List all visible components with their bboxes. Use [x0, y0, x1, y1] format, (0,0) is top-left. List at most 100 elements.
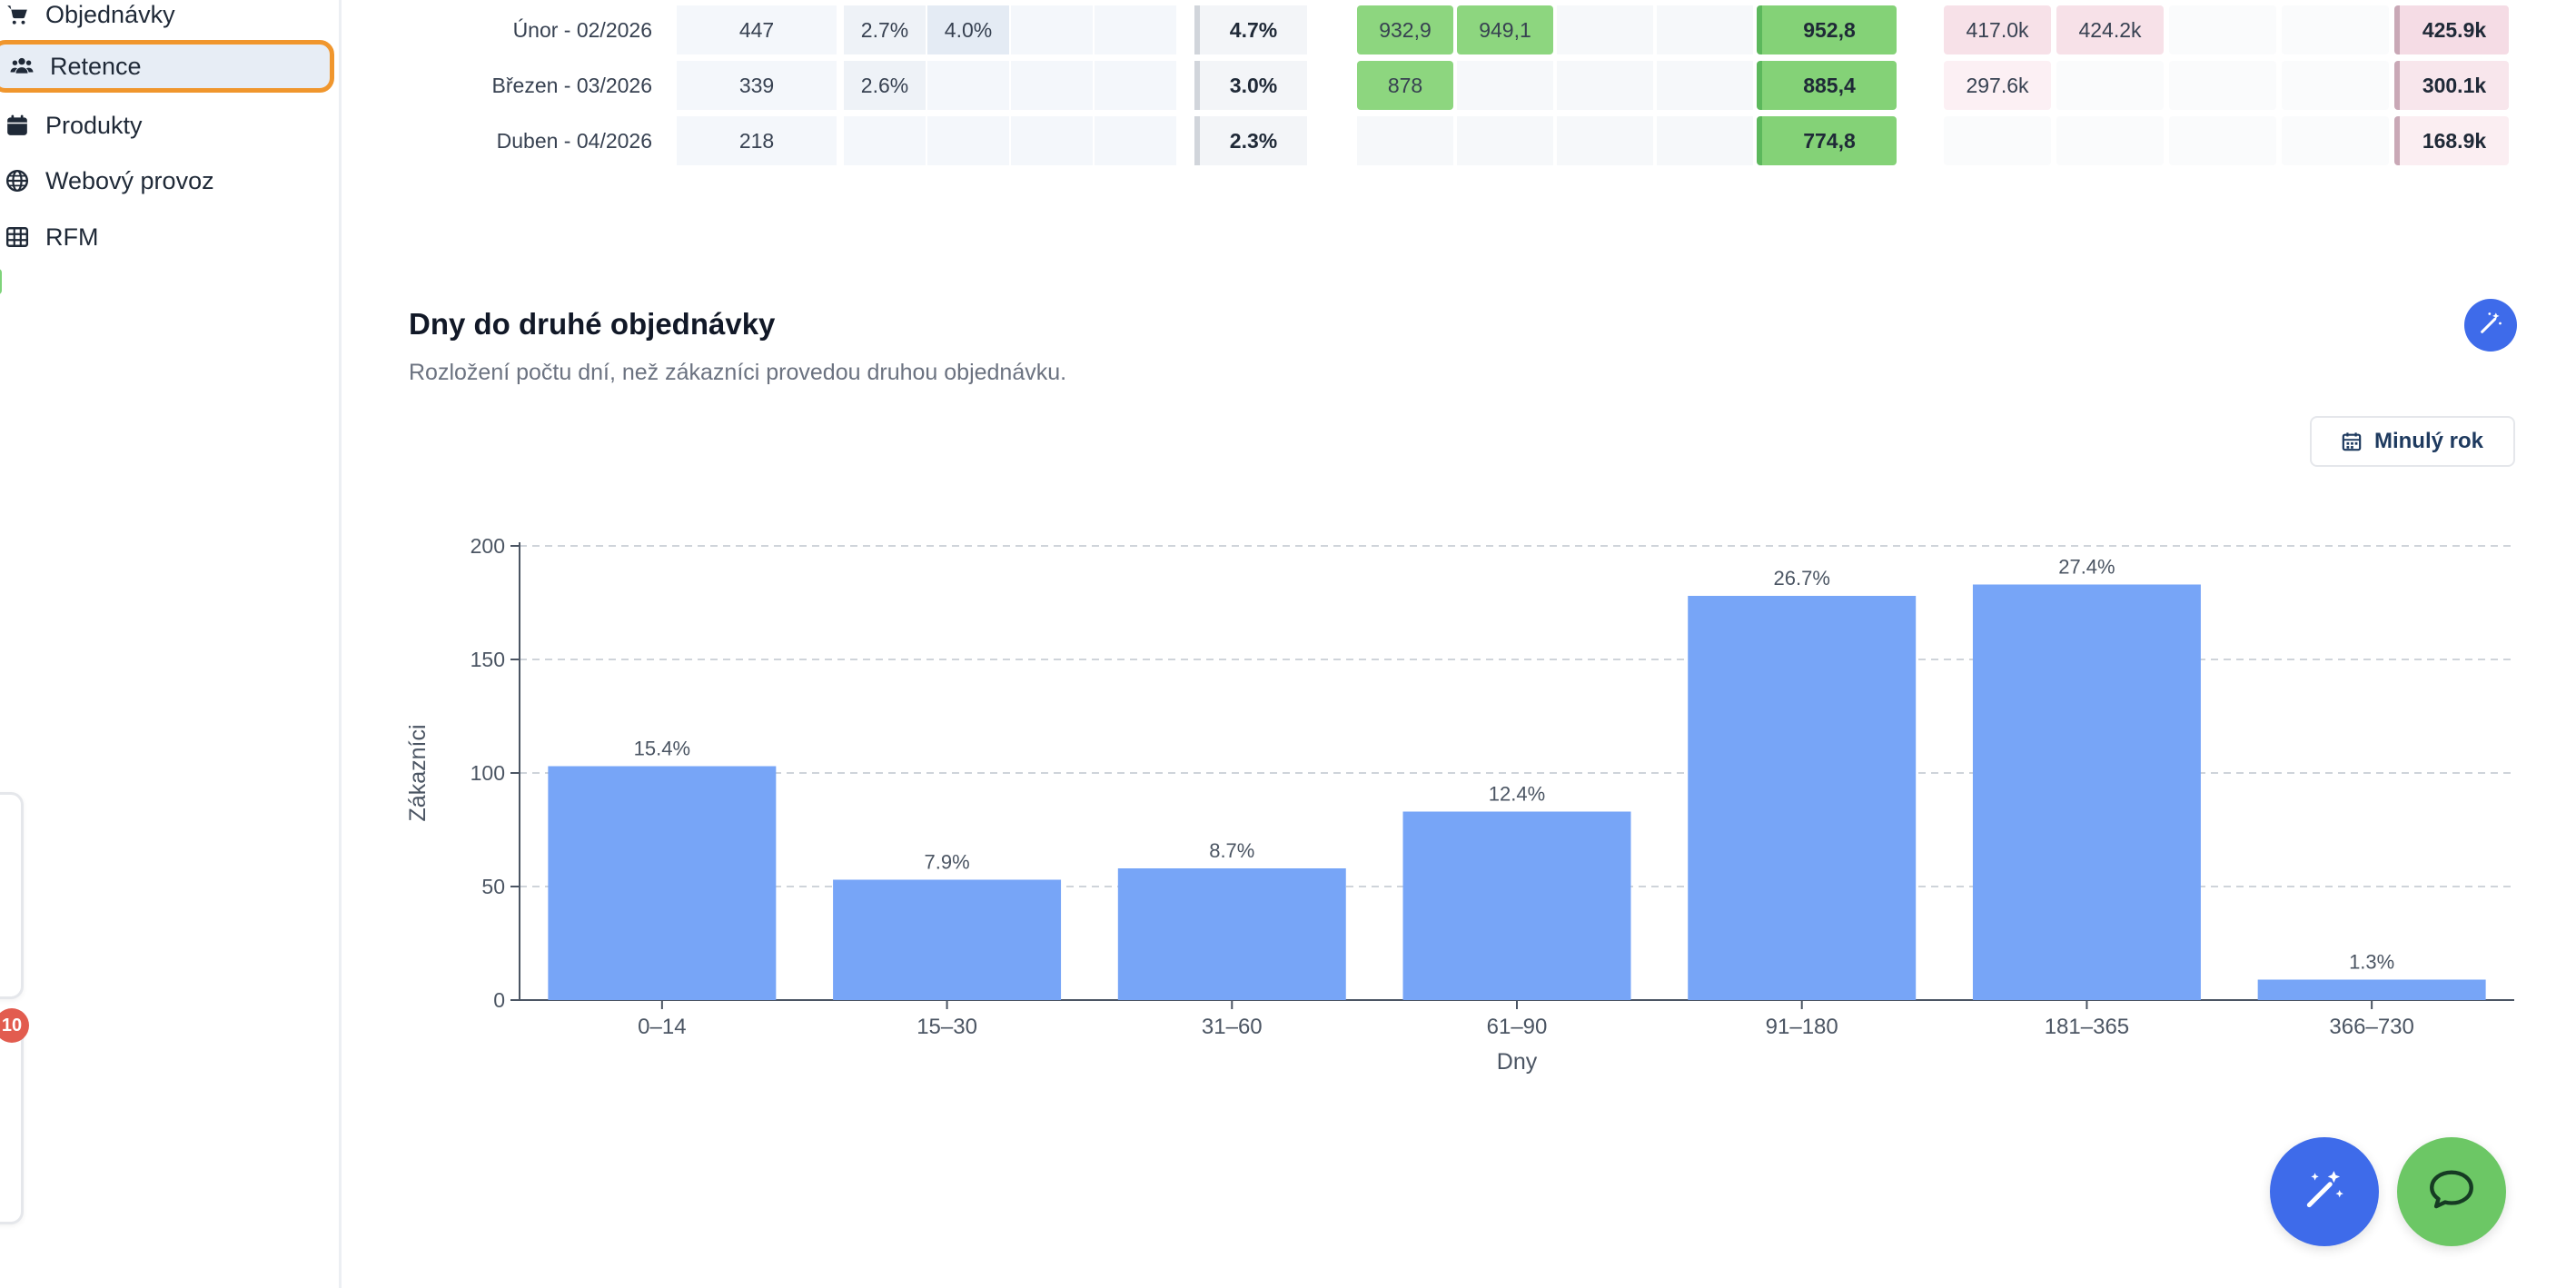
chat-fab[interactable]	[2397, 1137, 2506, 1246]
customers-cell: 447	[677, 5, 837, 54]
revenue-cell	[2169, 5, 2276, 54]
row-label: Březen - 03/2026	[491, 73, 652, 97]
x-tick-label: 91–180	[1766, 1015, 1838, 1039]
y-tick-label: 200	[471, 534, 505, 558]
globe-icon	[5, 169, 29, 193]
period-label: Minulý rok	[2373, 429, 2483, 453]
orders-cell	[1657, 116, 1753, 165]
row-label: Únor - 02/2026	[512, 17, 652, 42]
collapsed-panel[interactable]	[0, 792, 24, 999]
bar-data-label: 7.9%	[924, 851, 969, 874]
retention-pct-cell	[927, 116, 1009, 165]
y-tick-label: 0	[493, 988, 505, 1012]
retention-pct-cell	[1095, 5, 1176, 54]
bar-0–14	[548, 766, 777, 1000]
customers-cell: 339	[677, 61, 837, 110]
x-tick-label: 61–90	[1487, 1015, 1548, 1039]
retention-pct-cell	[1011, 5, 1093, 54]
calendar-icon	[2342, 431, 2362, 451]
x-tick-label: 15–30	[916, 1015, 977, 1039]
y-tick-label: 100	[471, 761, 505, 785]
bar-data-label: 26.7%	[1774, 567, 1830, 590]
orders-total-cell: 952,8	[1757, 5, 1897, 54]
section-title: Dny do druhé objednávky	[409, 307, 776, 341]
sidebar-item-rfm[interactable]: RFM	[0, 211, 336, 263]
ai-assistant-fab[interactable]	[2270, 1137, 2379, 1246]
revenue-cell	[2169, 116, 2276, 165]
retention-pct-cell	[844, 116, 926, 165]
revenue-total-cell: 300.1k	[2394, 61, 2509, 110]
orders-cell	[1557, 116, 1653, 165]
orders-cell	[1657, 5, 1753, 54]
period-select-button[interactable]: Minulý rok	[2310, 416, 2515, 467]
sidebar-item-web-traffic[interactable]: Webový provoz	[0, 154, 336, 207]
revenue-cell	[2282, 116, 2389, 165]
sidebar-item-orders[interactable]: Objednávky	[0, 0, 336, 41]
notification-badge[interactable]: 10	[0, 1008, 29, 1043]
sidebar-item-label: RFM	[45, 223, 99, 251]
orders-total-cell: 885,4	[1757, 61, 1897, 110]
bar-31–60	[1117, 868, 1346, 1000]
orders-total-cell: 774,8	[1757, 116, 1897, 165]
bar-data-label: 1.3%	[2349, 951, 2394, 974]
retention-pct-cell	[1011, 61, 1093, 110]
sidebar-item-retention[interactable]: Retence	[0, 40, 334, 93]
y-axis-title: Zákazníci	[405, 725, 431, 822]
collapsed-panel[interactable]	[0, 1025, 24, 1224]
retention-pct-cell	[1011, 116, 1093, 165]
cart-icon	[5, 3, 29, 26]
sidebar-item-label: Objednávky	[45, 0, 175, 28]
bar-data-label: 12.4%	[1489, 783, 1545, 806]
y-tick-label: 50	[481, 875, 505, 898]
revenue-cell: 424.2k	[2056, 5, 2164, 54]
bar-91–180	[1688, 596, 1917, 1000]
status-indicator	[0, 269, 2, 294]
sidebar-item-products[interactable]: Produkty	[0, 99, 336, 152]
users-icon	[10, 54, 34, 78]
orders-cell	[1557, 5, 1653, 54]
sidebar: Objednávky Retence Produkty Webový provo…	[0, 0, 342, 1288]
calendar-box-icon	[5, 114, 29, 137]
x-tick-label: 181–365	[2045, 1015, 2129, 1039]
revenue-cell	[1944, 116, 2051, 165]
revenue-total-cell: 425.9k	[2394, 5, 2509, 54]
section-subtitle: Rozložení počtu dní, než zákazníci prove…	[409, 360, 1067, 385]
customers-cell: 218	[677, 116, 837, 165]
orders-cell	[1557, 61, 1653, 110]
chat-bubble-icon	[2425, 1164, 2478, 1221]
ai-magic-button[interactable]	[2464, 299, 2517, 352]
revenue-cell	[2169, 61, 2276, 110]
revenue-cell: 417.0k	[1944, 5, 2051, 54]
x-tick-label: 366–730	[2329, 1015, 2413, 1039]
orders-cell	[1657, 61, 1753, 110]
bar-61–90	[1402, 811, 1631, 1000]
magic-wand-icon	[2478, 311, 2503, 341]
bar-data-label: 8.7%	[1209, 839, 1254, 862]
orders-cell: 932,9	[1357, 5, 1453, 54]
days-to-second-order-chart: 0 50 100 150 200 15.4% 0–14 7.9% 15–30 8.7% 31–60 1…	[405, 534, 2514, 1075]
row-label: Duben - 04/2026	[496, 128, 652, 153]
bar-data-label: 27.4%	[2058, 556, 2115, 579]
sidebar-item-label: Webový provoz	[45, 166, 214, 194]
orders-cell: 878	[1357, 61, 1453, 110]
retention-pct-cell	[1095, 61, 1176, 110]
retention-total-cell: 3.0%	[1194, 61, 1307, 110]
retention-pct-cell: 4.0%	[927, 5, 1009, 54]
sidebar-item-label: Produkty	[45, 111, 143, 139]
orders-cell	[1457, 116, 1553, 165]
orders-cell	[1357, 116, 1453, 165]
revenue-cell	[2282, 5, 2389, 54]
x-tick-label: 0–14	[638, 1015, 686, 1039]
bar-15–30	[833, 879, 1062, 1000]
x-tick-label: 31–60	[1202, 1015, 1263, 1039]
sidebar-item-label: Retence	[50, 52, 142, 80]
grid-icon	[5, 225, 29, 249]
revenue-cell	[2056, 116, 2164, 165]
retention-pct-cell: 2.6%	[844, 61, 926, 110]
magic-wand-icon	[2302, 1167, 2347, 1217]
revenue-total-cell: 168.9k	[2394, 116, 2509, 165]
retention-total-cell: 4.7%	[1194, 5, 1307, 54]
revenue-cell	[2282, 61, 2389, 110]
bar-181–365	[1972, 584, 2201, 1000]
revenue-cell: 297.6k	[1944, 61, 2051, 110]
